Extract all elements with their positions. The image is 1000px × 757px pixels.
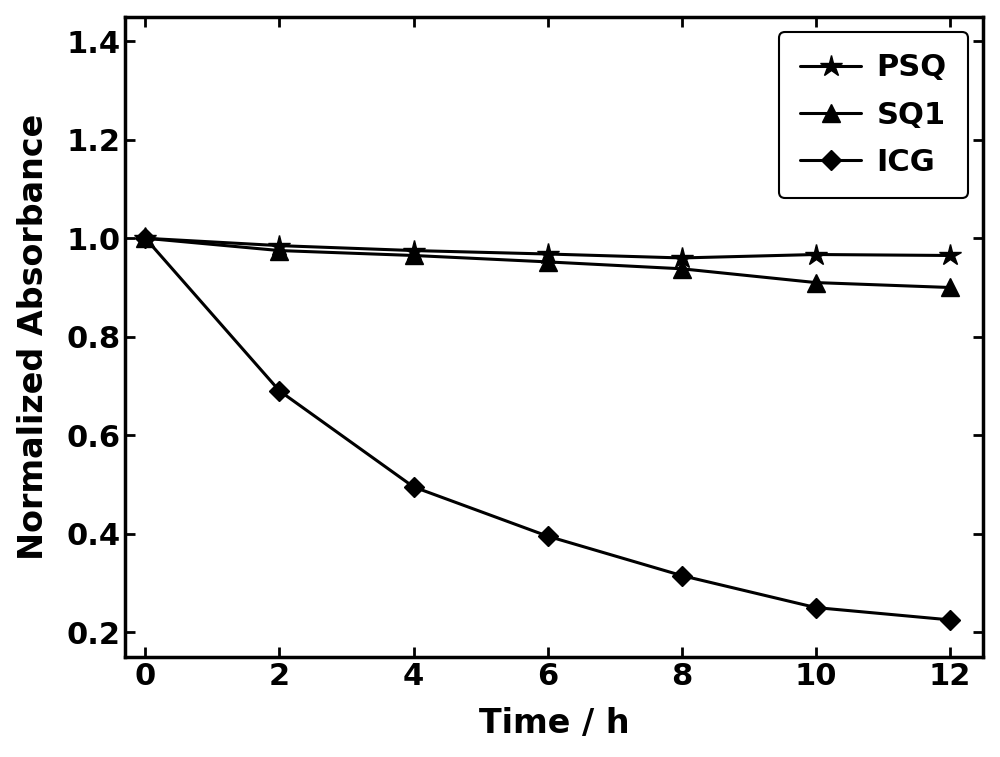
PSQ <box>139 234 151 243</box>
ICG <box>408 482 420 491</box>
Y-axis label: Normalized Absorbance: Normalized Absorbance <box>17 114 50 560</box>
Line: SQ1: SQ1 <box>136 229 959 297</box>
PSQ <box>542 250 554 259</box>
ICG <box>139 234 151 243</box>
SQ1 <box>408 251 420 260</box>
ICG <box>542 531 554 540</box>
SQ1 <box>810 278 822 287</box>
SQ1 <box>139 234 151 243</box>
ICG <box>273 386 285 395</box>
PSQ <box>676 254 688 263</box>
SQ1 <box>676 264 688 273</box>
Line: PSQ: PSQ <box>134 227 961 269</box>
PSQ <box>273 241 285 250</box>
PSQ <box>408 246 420 255</box>
Legend: PSQ, SQ1, ICG: PSQ, SQ1, ICG <box>779 32 968 198</box>
ICG <box>810 603 822 612</box>
ICG <box>676 571 688 580</box>
X-axis label: Time / h: Time / h <box>479 707 630 740</box>
PSQ <box>944 251 956 260</box>
SQ1 <box>542 257 554 266</box>
PSQ <box>810 250 822 259</box>
SQ1 <box>944 283 956 292</box>
Line: ICG: ICG <box>138 232 957 627</box>
ICG <box>944 615 956 625</box>
SQ1 <box>273 246 285 255</box>
